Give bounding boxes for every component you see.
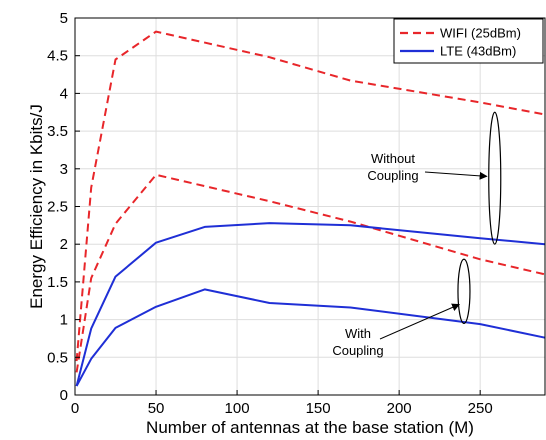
- series-line-1: [75, 173, 546, 373]
- x-tick-label: 200: [387, 400, 412, 417]
- x-tick-label: 0: [71, 400, 79, 417]
- x-axis-label: Number of antennas at the base station (…: [146, 418, 474, 437]
- annotation-label: With: [345, 326, 371, 341]
- ticks: 0 50 100 150 200 250 0 0.5 1 1.5 2 2.5 3 3.5 4 4.5 5: [47, 10, 493, 417]
- annotation-label: Coupling: [332, 343, 383, 358]
- y-tick-label: 1.5: [47, 274, 68, 291]
- series-layer: [75, 30, 546, 387]
- y-axis-label: Energy Efficiency in Kbits/J: [27, 104, 46, 309]
- annotation-arrow: [379, 303, 461, 340]
- grid: [75, 18, 545, 395]
- x-tick-label: 150: [306, 400, 331, 417]
- y-tick-label: 4: [60, 85, 68, 102]
- annotation-ellipse: [488, 111, 502, 245]
- annotation-label: Coupling: [367, 168, 418, 183]
- x-tick-label: 250: [468, 400, 493, 417]
- series-line-2: [75, 222, 546, 387]
- y-tick-label: 2.5: [47, 199, 68, 216]
- y-tick-label: 3: [60, 161, 68, 178]
- y-tick-label: 0.5: [47, 349, 68, 366]
- legend: WIFI (25dBm) LTE (43dBm): [393, 18, 544, 64]
- legend-box: [393, 18, 544, 64]
- x-tick-label: 100: [225, 400, 250, 417]
- annotation-arrow: [424, 171, 488, 180]
- series-line-0: [75, 30, 546, 362]
- y-tick-label: 0: [60, 387, 68, 404]
- y-tick-label: 3.5: [47, 123, 68, 140]
- series-line-3: [75, 288, 546, 387]
- y-tick-label: 5: [60, 10, 68, 27]
- legend-label-lte: LTE (43dBm): [440, 44, 516, 59]
- y-tick-label: 4.5: [47, 48, 68, 65]
- annotation-label: Without: [371, 151, 415, 166]
- x-tick-label: 50: [148, 400, 165, 417]
- legend-label-wifi: WIFI (25dBm): [440, 26, 521, 41]
- annotation-layer: Without Coupling With Coupling: [332, 111, 502, 358]
- y-tick-label: 2: [60, 236, 68, 253]
- y-tick-label: 1: [60, 312, 68, 329]
- annotation-ellipse: [457, 258, 471, 324]
